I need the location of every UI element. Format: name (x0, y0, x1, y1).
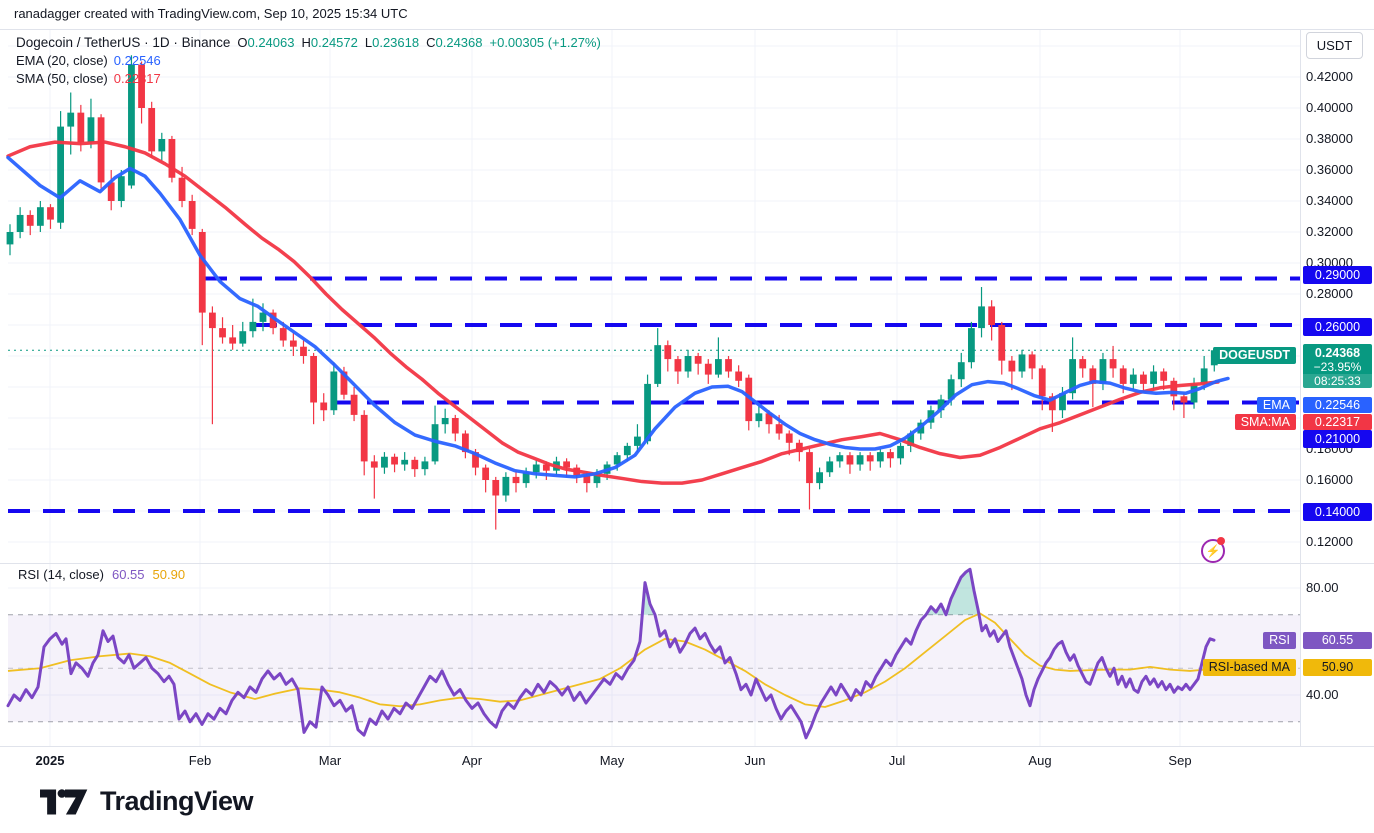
last-price-value: 0.24368 (1314, 346, 1361, 360)
chart-legend: Dogecoin / TetherUS · 1D · Binance O0.240… (16, 34, 601, 88)
bar-countdown: 08:25:33 (1303, 374, 1372, 388)
level-badge-0.29: 0.29000 (1303, 266, 1372, 284)
ohlc-value-H: 0.24572 (310, 35, 358, 50)
sma-axis-badge: 0.22317 (1303, 414, 1372, 430)
change-value: +0.00305 (+1.27%) (489, 35, 601, 50)
ema-line-tag: EMA (1256, 397, 1296, 413)
ema-value: 0.22546 (113, 53, 161, 68)
level-badge-0.26: 0.26000 (1303, 318, 1372, 336)
rsi-ma-line-tag: RSI-based MA (1202, 659, 1296, 676)
ohlc-value-L: 0.23618 (372, 35, 420, 50)
last-price-badge: 0.24368 −23.95% 08:25:33 (1303, 344, 1372, 388)
price-tick-0.28000: 0.28000 (1306, 286, 1353, 301)
rsi-tick-40.00: 40.00 (1306, 687, 1339, 702)
sma-value: 0.22317 (113, 71, 161, 86)
symbol-price-tag: DOGEUSDT (1213, 347, 1296, 364)
price-tick-0.34000: 0.34000 (1306, 193, 1353, 208)
rsi-tick-80.00: 80.00 (1306, 580, 1339, 595)
top-divider (0, 29, 1374, 30)
sma-label: SMA (50, close) (16, 71, 108, 86)
legend-ema-row[interactable]: EMA (20, close) 0.22546 (16, 52, 601, 69)
sma-line-tag: SMA:MA (1234, 414, 1296, 430)
price-tick-0.40000: 0.40000 (1306, 100, 1353, 115)
symbol-title: Dogecoin / TetherUS · 1D · Binance (16, 35, 231, 50)
attribution-text: ranadagger created with TradingView.com,… (14, 6, 408, 21)
tradingview-logo-text: TradingView (100, 786, 254, 816)
rsi-legend[interactable]: RSI (14, close) 60.55 50.90 (18, 566, 185, 584)
rsi-value: 60.55 (111, 567, 145, 582)
rsi-ma-axis-badge: 50.90 (1303, 659, 1372, 676)
ema-axis-badge: 0.22546 (1303, 397, 1372, 413)
price-tick-0.36000: 0.36000 (1306, 162, 1353, 177)
price-tick-0.38000: 0.38000 (1306, 131, 1353, 146)
flash-ideas-button[interactable]: ⚡ (1201, 537, 1225, 563)
ohlc-key-C: C (426, 35, 436, 50)
legend-sma-row[interactable]: SMA (50, close) 0.22317 (16, 70, 601, 87)
ema-label: EMA (20, close) (16, 53, 108, 68)
tradingview-logo[interactable]: TradingView (40, 786, 254, 817)
ohlc-value-O: 0.24063 (247, 35, 295, 50)
price-tick-0.32000: 0.32000 (1306, 224, 1353, 239)
level-badge-0.21: 0.21000 (1303, 430, 1372, 448)
ohlc-value-C: 0.24368 (435, 35, 483, 50)
level-badge-0.14: 0.14000 (1303, 503, 1372, 521)
time-label-Mar: Mar (318, 753, 342, 768)
time-label-Apr: Apr (461, 753, 483, 768)
time-label-2025: 2025 (35, 753, 65, 768)
ohlc-key-O: O (237, 35, 248, 50)
rsi-ma-value: 50.90 (152, 567, 186, 582)
notification-dot (1217, 537, 1225, 545)
legend-symbol-row[interactable]: Dogecoin / TetherUS · 1D · Binance O0.240… (16, 34, 601, 51)
time-label-Sep: Sep (1168, 753, 1192, 768)
rsi-label: RSI (14, close) (18, 567, 104, 582)
last-price-change: −23.95% (1313, 360, 1362, 374)
time-label-Jun: Jun (744, 753, 766, 768)
ohlc-key-H: H (301, 35, 311, 50)
tradingview-logo-icon (40, 788, 88, 814)
pane-divider[interactable] (0, 563, 1374, 564)
ohlc-key-L: L (364, 35, 373, 50)
lightning-icon: ⚡ (1201, 539, 1225, 563)
time-label-Aug: Aug (1028, 753, 1052, 768)
ohlc-values: O0.24063 H0.24572 L0.23618 C0.24368 (230, 35, 482, 50)
time-label-Feb: Feb (188, 753, 212, 768)
price-tick-0.42000: 0.42000 (1306, 69, 1353, 84)
price-tick-0.12000: 0.12000 (1306, 534, 1353, 549)
time-label-May: May (599, 753, 625, 768)
axis-divider (0, 746, 1374, 747)
time-label-Jul: Jul (888, 753, 906, 768)
rsi-line-tag: RSI (1263, 632, 1296, 649)
price-tick-0.16000: 0.16000 (1306, 472, 1353, 487)
currency-toggle-button[interactable]: USDT (1306, 32, 1363, 59)
rsi-axis-badge: 60.55 (1303, 632, 1372, 649)
axis-vertical-divider (1300, 29, 1301, 746)
